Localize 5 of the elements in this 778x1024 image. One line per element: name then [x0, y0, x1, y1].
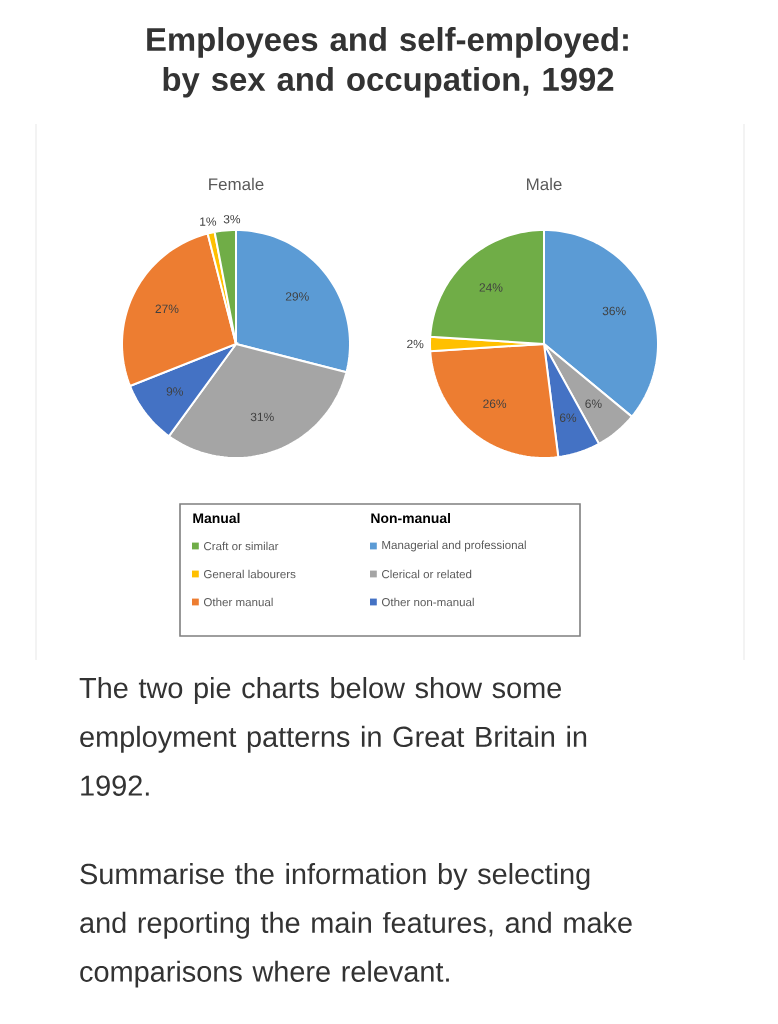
chart-title: Male	[527, 177, 562, 191]
chart-title: Employees and self-employed: by sex and occupation, 1992	[147, 27, 628, 98]
text: The two pie charts below show some employment patterns in Great Britain in 1992.	[79, 677, 587, 796]
text: Summarise the information by selecting and reporting the main features, and make comparisons where relevant.	[80, 863, 632, 988]
chart-subtitle: Female	[209, 177, 264, 191]
